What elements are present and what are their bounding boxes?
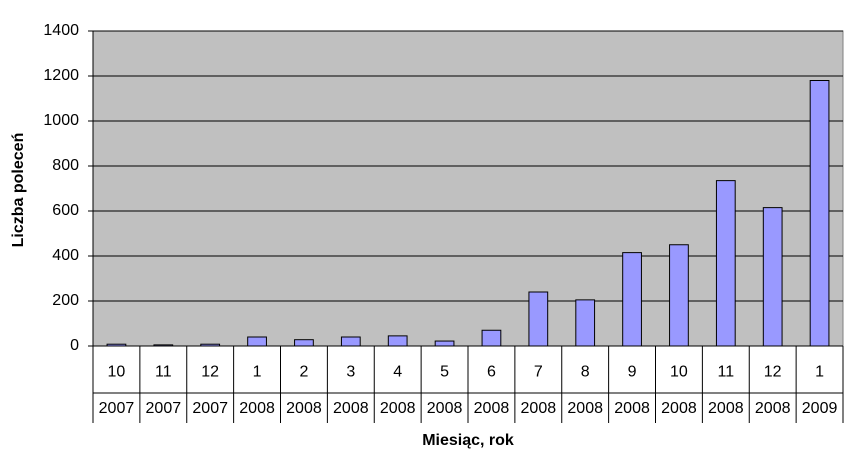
x-tick-label: 11 — [155, 364, 172, 381]
x-group-label: 2008 — [521, 400, 557, 417]
x-group-label: 2008 — [239, 400, 275, 417]
y-tick-label: 0 — [70, 337, 79, 354]
y-axis-title: Liczba poleceń — [10, 133, 27, 248]
x-group-label: 2008 — [567, 400, 603, 417]
x-group-label: 2008 — [661, 400, 697, 417]
x-group-label: 2008 — [286, 400, 322, 417]
x-tick-label: 3 — [346, 364, 355, 381]
x-tick-label: 10 — [108, 364, 126, 381]
y-tick-label: 1200 — [43, 67, 79, 84]
bar — [481, 329, 502, 347]
x-tick-label: 5 — [440, 364, 449, 381]
x-axis-title: Miesiąc, rok — [422, 432, 514, 449]
x-tick-label: 6 — [487, 364, 496, 381]
x-tick-label: 12 — [764, 364, 782, 381]
bar — [575, 299, 596, 347]
x-group-label: 2008 — [333, 400, 369, 417]
x-group-label: 2008 — [755, 400, 791, 417]
x-tick-label: 10 — [670, 364, 688, 381]
bar — [669, 244, 689, 347]
x-tick-label: 2 — [299, 364, 308, 381]
y-tick-label: 600 — [52, 202, 79, 219]
x-group-label: 2008 — [614, 400, 650, 417]
x-tick-label: 9 — [628, 364, 637, 381]
y-tick-label: 1000 — [43, 112, 79, 129]
x-tick-label: 12 — [201, 364, 219, 381]
x-group-label: 2007 — [192, 400, 228, 417]
bar — [340, 336, 361, 347]
y-tick-label: 800 — [52, 157, 79, 174]
x-group-label: 2007 — [99, 400, 135, 417]
x-group-label: 2007 — [146, 400, 182, 417]
bar — [294, 339, 314, 347]
x-tick-label: 11 — [718, 364, 735, 381]
x-group-label: 2008 — [380, 400, 416, 417]
x-group-label: 2008 — [708, 400, 744, 417]
x-group-label: 2008 — [474, 400, 510, 417]
y-tick-label: 200 — [52, 292, 79, 309]
y-tick-label: 1400 — [43, 22, 79, 39]
x-tick-label: 4 — [393, 364, 402, 381]
bar — [247, 336, 267, 347]
x-tick-label: 8 — [581, 364, 590, 381]
x-tick-label: 7 — [534, 364, 543, 381]
x-tick-label: 1 — [815, 364, 824, 381]
x-tick-label: 1 — [253, 364, 262, 381]
bar — [387, 335, 408, 347]
x-group-label: 2008 — [427, 400, 463, 417]
bar — [528, 291, 549, 347]
bar — [434, 340, 455, 347]
y-tick-label: 400 — [52, 247, 79, 264]
bar — [622, 252, 642, 347]
bar — [762, 207, 783, 347]
bar — [715, 180, 736, 347]
bar — [809, 80, 830, 347]
x-group-label: 2009 — [802, 400, 838, 417]
